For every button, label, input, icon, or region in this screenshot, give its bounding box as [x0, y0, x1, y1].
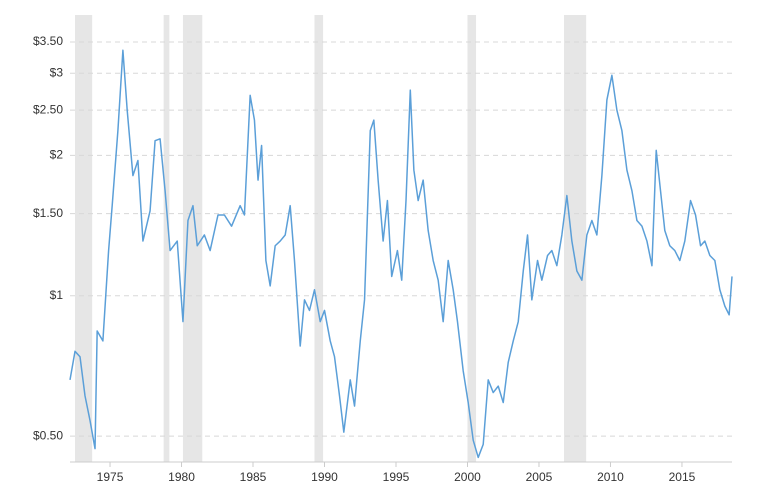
y-tick-label: $2.50 [33, 102, 63, 116]
y-tick-label: $1 [50, 288, 64, 302]
recession-band [467, 15, 477, 462]
recession-band [75, 15, 93, 462]
y-tick-label: $1.50 [33, 206, 63, 220]
x-tick-label: 2010 [597, 470, 624, 484]
x-tick-label: 1990 [311, 470, 338, 484]
recession-band [563, 15, 587, 462]
x-tick-label: 1985 [240, 470, 267, 484]
y-tick-label: $2 [50, 148, 64, 162]
x-tick-label: 2005 [526, 470, 553, 484]
y-tick-label: $0.50 [33, 428, 63, 442]
x-tick-label: 1975 [97, 470, 124, 484]
recession-band [182, 15, 203, 462]
x-tick-label: 2015 [669, 470, 696, 484]
recession-band [163, 15, 170, 462]
x-tick-label: 1980 [168, 470, 195, 484]
y-tick-label: $3.50 [33, 34, 63, 48]
price-line [69, 49, 733, 459]
x-tick-label: 2000 [454, 470, 481, 484]
y-tick-label: $3 [50, 65, 64, 79]
recession-band [314, 15, 324, 462]
x-tick-label: 1995 [383, 470, 410, 484]
